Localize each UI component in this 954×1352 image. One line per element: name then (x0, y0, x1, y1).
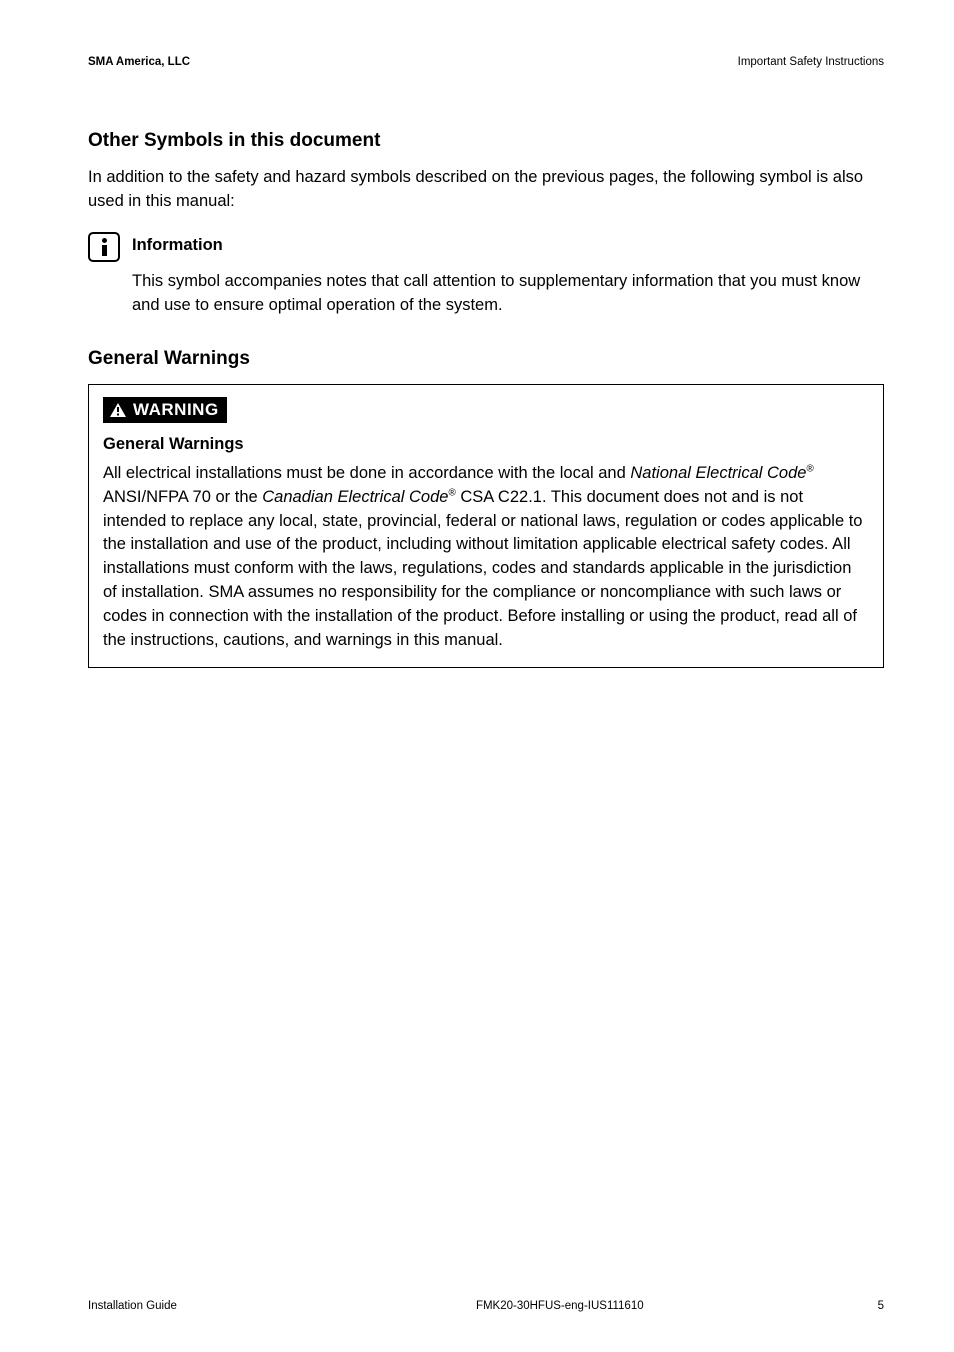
warning-box: WARNING General Warnings All electrical … (88, 384, 884, 668)
information-callout: Information (88, 232, 884, 262)
general-warnings-heading: General Warnings (88, 348, 884, 370)
other-symbols-intro: In addition to the safety and hazard sym… (88, 166, 884, 214)
warning-text-2: ANSI/NFPA 70 or the (103, 488, 262, 506)
page-header: SMA America, LLC Important Safety Instru… (88, 56, 884, 68)
registered-mark-2: ® (448, 487, 455, 498)
other-symbols-heading: Other Symbols in this document (88, 130, 884, 152)
footer-doc-type: Installation Guide (88, 1300, 177, 1312)
warning-text-3: CSA C22.1. This document does not and is… (103, 488, 862, 650)
footer-doc-id: FMK20-30HFUS-eng-IUS111610 (476, 1300, 644, 1312)
warning-italic-2: Canadian Electrical Code (262, 488, 448, 506)
information-body: This symbol accompanies notes that call … (132, 270, 884, 318)
warning-badge-text: WARNING (133, 400, 219, 420)
information-label: Information (132, 232, 223, 255)
warning-italic-1: National Electrical Code (630, 464, 806, 482)
warning-body-text: All electrical installations must be don… (103, 462, 869, 653)
warning-subheading: General Warnings (103, 435, 869, 454)
page-footer: Installation Guide FMK20-30HFUS-eng-IUS1… (88, 1300, 884, 1312)
warning-triangle-icon (109, 402, 127, 418)
registered-mark-1: ® (806, 463, 813, 474)
footer-page-number: 5 (878, 1300, 884, 1312)
information-icon (88, 232, 120, 262)
header-company: SMA America, LLC (88, 56, 190, 68)
warning-badge: WARNING (103, 397, 227, 423)
header-section-title: Important Safety Instructions (738, 56, 884, 68)
warning-text-1: All electrical installations must be don… (103, 464, 630, 482)
document-page: SMA America, LLC Important Safety Instru… (0, 0, 954, 1352)
